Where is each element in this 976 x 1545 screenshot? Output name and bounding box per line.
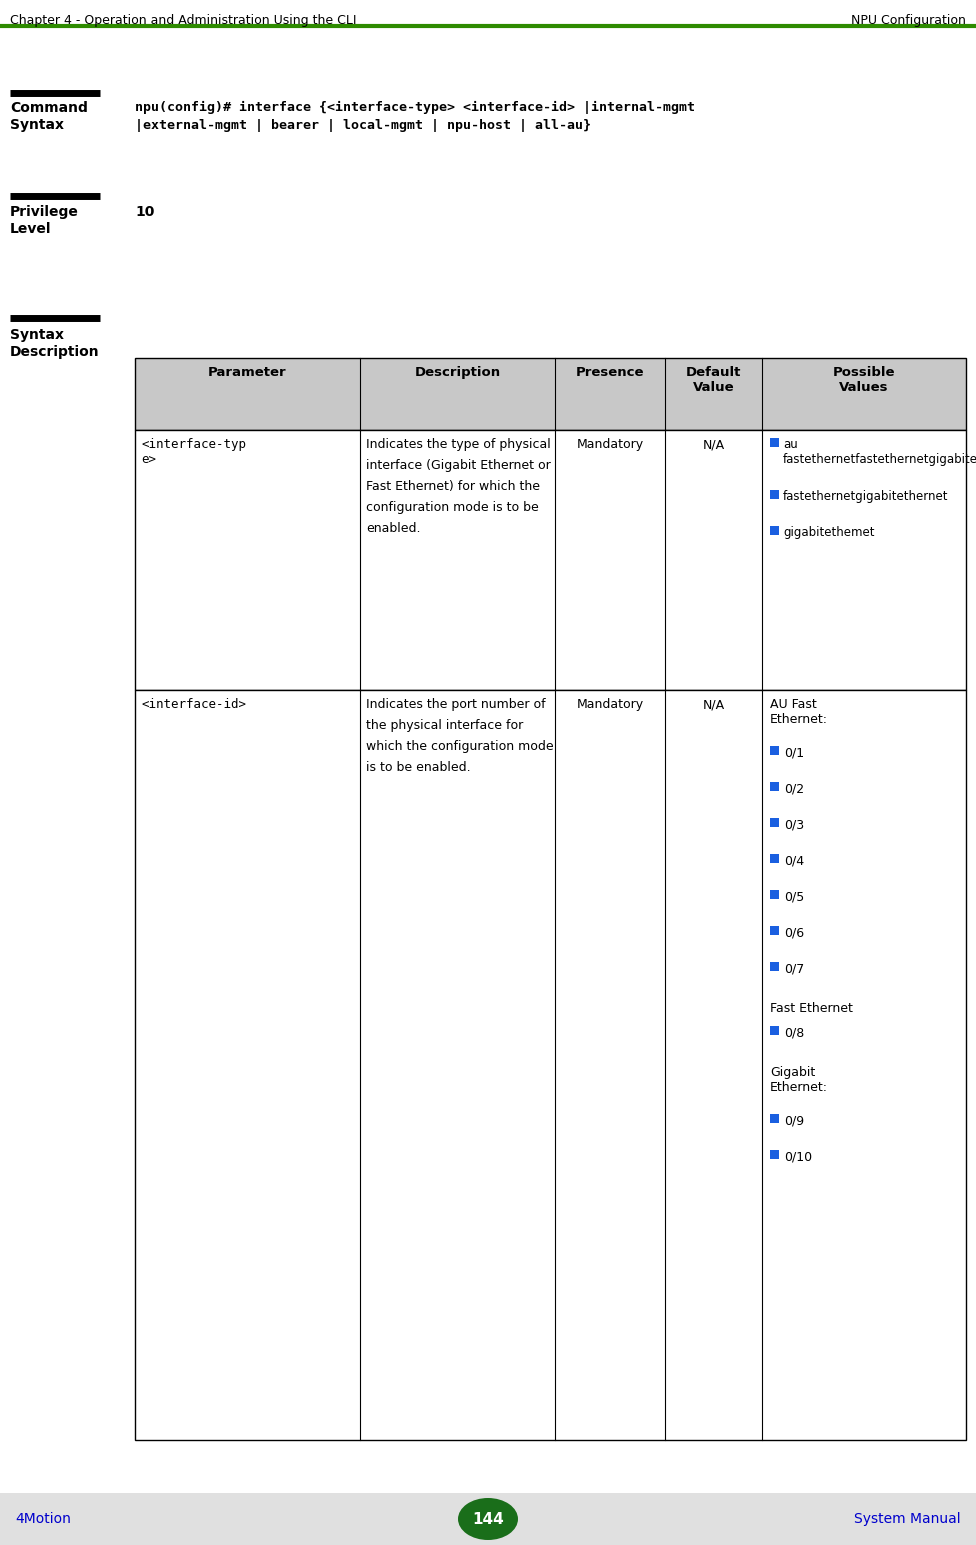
Text: Description: Description (415, 366, 501, 379)
Bar (135, 430, 966, 691)
Text: 0/6: 0/6 (784, 925, 804, 939)
Text: Chapter 4 - Operation and Administration Using the CLI: Chapter 4 - Operation and Administration… (10, 14, 356, 26)
Bar (770, 782, 779, 791)
Text: Indicates the port number of
the physical interface for
which the configuration : Indicates the port number of the physica… (366, 698, 553, 774)
Bar (770, 746, 779, 756)
Text: 10: 10 (135, 205, 154, 219)
Text: gigabitethemet: gigabitethemet (783, 525, 874, 539)
Bar (770, 490, 779, 499)
Ellipse shape (458, 1499, 518, 1540)
Text: Parameter: Parameter (208, 366, 287, 379)
Text: npu(config)# interface {<interface-type> <interface-id> |internal-mgmt: npu(config)# interface {<interface-type>… (135, 100, 695, 114)
Text: Fast Ethernet: Fast Ethernet (770, 1003, 853, 1015)
Text: Presence: Presence (576, 366, 644, 379)
Text: 144: 144 (472, 1511, 504, 1526)
Bar (770, 1114, 779, 1123)
Text: 4Motion: 4Motion (15, 1513, 71, 1526)
Bar (770, 525, 779, 535)
Text: fastethernetgigabitethernet: fastethernetgigabitethernet (783, 490, 949, 504)
Text: Description: Description (10, 345, 100, 358)
Text: NPU Configuration: NPU Configuration (851, 14, 966, 26)
Text: au
fastethernetfastethernetgigabitethemet: au fastethernetfastethernetgigabitetheme… (783, 437, 976, 467)
Bar (770, 890, 779, 899)
Text: |external-mgmt | bearer | local-mgmt | npu-host | all-au}: |external-mgmt | bearer | local-mgmt | n… (135, 119, 591, 131)
Text: AU Fast
Ethernet:: AU Fast Ethernet: (770, 698, 828, 726)
Text: Gigabit
Ethernet:: Gigabit Ethernet: (770, 1066, 828, 1094)
Text: Privilege: Privilege (10, 205, 79, 219)
Text: 0/5: 0/5 (784, 890, 804, 902)
Bar (0, 1492, 976, 1545)
Text: System Manual: System Manual (854, 1513, 961, 1526)
Bar (770, 437, 779, 447)
Text: 0/1: 0/1 (784, 746, 804, 759)
Text: 0/10: 0/10 (784, 1149, 812, 1163)
Text: Level: Level (10, 222, 52, 236)
Text: 0/7: 0/7 (784, 963, 804, 975)
Text: Syntax: Syntax (10, 117, 64, 131)
Bar (770, 817, 779, 827)
Text: 0/2: 0/2 (784, 782, 804, 796)
Text: <interface-typ
e>: <interface-typ e> (141, 437, 246, 467)
Bar (770, 1149, 779, 1159)
Text: Indicates the type of physical
interface (Gigabit Ethernet or
Fast Ethernet) for: Indicates the type of physical interface… (366, 437, 550, 535)
Text: N/A: N/A (703, 698, 724, 711)
Text: Mandatory: Mandatory (577, 698, 643, 711)
Bar (770, 963, 779, 970)
Text: 0/9: 0/9 (784, 1114, 804, 1126)
Text: 0/8: 0/8 (784, 1026, 804, 1038)
Bar (135, 358, 966, 430)
Text: Possible
Values: Possible Values (833, 366, 895, 394)
Bar (770, 1026, 779, 1035)
Text: Mandatory: Mandatory (577, 437, 643, 451)
Text: Syntax: Syntax (10, 328, 64, 341)
Bar (135, 691, 966, 1440)
Bar (135, 358, 966, 430)
Text: 0/4: 0/4 (784, 854, 804, 867)
Bar (770, 854, 779, 864)
Text: Command: Command (10, 100, 88, 114)
Text: N/A: N/A (703, 437, 724, 451)
Text: Default
Value: Default Value (686, 366, 741, 394)
Text: <interface-id>: <interface-id> (141, 698, 246, 711)
Bar (770, 925, 779, 935)
Text: 0/3: 0/3 (784, 817, 804, 831)
